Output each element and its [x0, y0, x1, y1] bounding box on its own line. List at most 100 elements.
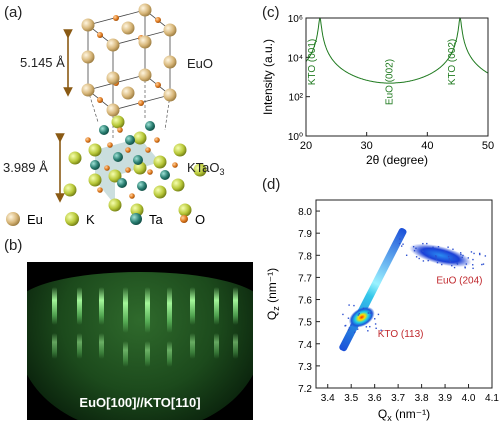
- k-atom: [130, 203, 144, 217]
- rheed-streak: [123, 287, 128, 333]
- xrd-y-tick-label: 10⁴: [288, 53, 303, 64]
- legend-k-swatch: [65, 212, 79, 226]
- eu-atom: [106, 103, 120, 117]
- xrd-x-tick-label: 20: [300, 140, 312, 152]
- xrd-peak-label: EuO (002): [385, 59, 396, 105]
- eu-atom: [138, 3, 152, 17]
- xrd-chart: 20 30 40 50 10⁰ 10² 10⁴ 10⁶ 2θ (degree) Intensity…: [261, 14, 494, 167]
- o-atom: [154, 137, 160, 143]
- euo-lattice-value: 5.145 Å: [20, 55, 65, 70]
- rsm-speckle: [413, 250, 416, 252]
- rsm-y-tick-label: 7.9: [298, 229, 312, 240]
- xrd-frame: [305, 17, 489, 137]
- rsm-speckle: [467, 257, 469, 259]
- k-atom: [63, 183, 77, 197]
- o-atom: [107, 142, 113, 148]
- rsm-x-tick-label: 3.6: [368, 393, 382, 404]
- rsm-speckle: [415, 256, 418, 258]
- rsm-x-tick-label: 3.4: [321, 393, 335, 404]
- rsm-speckle: [435, 255, 437, 257]
- rsm-speckle: [447, 255, 450, 258]
- rsm-speckle: [444, 251, 446, 253]
- rsm-y-tick-label: 7.4: [298, 340, 312, 351]
- rsm-speckle: [377, 313, 380, 316]
- rsm-speckle: [473, 252, 475, 255]
- eu-atom: [163, 88, 177, 102]
- rheed-streak: [123, 341, 128, 367]
- rheed-streak: [99, 333, 104, 359]
- k-atom: [173, 143, 187, 157]
- k-atom: [108, 169, 122, 183]
- eu-atom: [163, 23, 177, 37]
- rsm-speckle: [347, 317, 350, 319]
- eu-atom: [81, 18, 95, 32]
- rheed-streak: [233, 287, 238, 325]
- rsm-speckle: [428, 256, 430, 258]
- kto-atoms: [63, 115, 207, 217]
- legend-eu-swatch: [6, 212, 20, 226]
- rsm-speckle: [456, 263, 459, 265]
- xrd-x-tick-label: 30: [361, 140, 373, 152]
- crystal-structure-diagram: 5.145 Å 3.989 Å EuO KTaO3 Eu K Ta O: [3, 3, 225, 227]
- rsm-y-axis-label: Qz (nm⁻¹): [265, 268, 281, 320]
- xrd-x-tick-label: 50: [482, 140, 494, 152]
- panel-label-a: (a): [4, 4, 23, 21]
- rsm-speckle: [448, 258, 450, 260]
- rheed-streak: [52, 333, 57, 359]
- rsm-speckle: [415, 247, 417, 249]
- xrd-peak-label: KTO (002): [447, 39, 458, 86]
- ta-atom: [145, 121, 155, 131]
- xrd-y-tick-label: 10⁶: [288, 14, 303, 25]
- rheed-streak: [167, 287, 172, 333]
- xrd-y-axis-label: Intensity (a.u.): [261, 39, 275, 115]
- element-legend: Eu K Ta O: [6, 212, 205, 227]
- rsm-speckle: [357, 314, 360, 316]
- ta-atom: [117, 178, 127, 188]
- k-atom: [171, 178, 185, 192]
- rsm-speckle: [472, 258, 474, 261]
- rsm-speckle: [453, 266, 456, 269]
- rsm-speckle: [452, 248, 454, 250]
- rsm-speckle: [358, 312, 360, 315]
- rsm-speckle: [452, 257, 455, 259]
- k-atom: [88, 143, 102, 157]
- rsm-speckle: [427, 259, 429, 262]
- eu-atom: [106, 38, 120, 52]
- rsm-speckle: [478, 252, 481, 255]
- rsm-speckle: [369, 325, 371, 328]
- rheed-streak: [233, 333, 238, 359]
- rsm-speckle: [456, 262, 458, 264]
- panel-label-d: (d): [262, 176, 281, 193]
- rsm-spot-euo: [409, 243, 472, 267]
- o-atom: [155, 82, 161, 88]
- o-atom: [97, 32, 103, 38]
- rheed-streak: [99, 287, 104, 325]
- o-atom: [85, 137, 91, 143]
- o-atom: [113, 15, 119, 21]
- rsm-y-tick-label: 7.3: [298, 362, 312, 373]
- k-atom: [178, 203, 192, 217]
- o-atom: [104, 165, 110, 171]
- rsm-speckle: [465, 263, 468, 265]
- rsm-speckle: [398, 242, 401, 245]
- rsm-speckle: [459, 252, 462, 254]
- rheed-streak: [214, 333, 219, 359]
- rsm-x-tick-label: 4.1: [485, 393, 499, 404]
- xrd-y-tick-label: 10²: [289, 93, 304, 104]
- rsm-speckle: [441, 263, 443, 266]
- k-atom: [68, 151, 82, 165]
- rsm-label-kto: KTO (113): [378, 329, 424, 340]
- k-atom: [193, 163, 207, 177]
- rsm-speckle: [353, 331, 356, 334]
- rsm-speckle: [374, 318, 376, 320]
- k-atom: [153, 155, 167, 169]
- rheed-streak: [214, 287, 219, 325]
- xrd-trace: [305, 17, 488, 84]
- ta-atom: [113, 152, 123, 162]
- rsm-speckle: [399, 238, 401, 240]
- rsm-speckle: [365, 326, 368, 328]
- o-atom: [147, 169, 153, 175]
- rsm-speckle: [350, 324, 352, 326]
- rsm-speckle: [451, 264, 453, 267]
- rsm-speckle: [370, 312, 373, 314]
